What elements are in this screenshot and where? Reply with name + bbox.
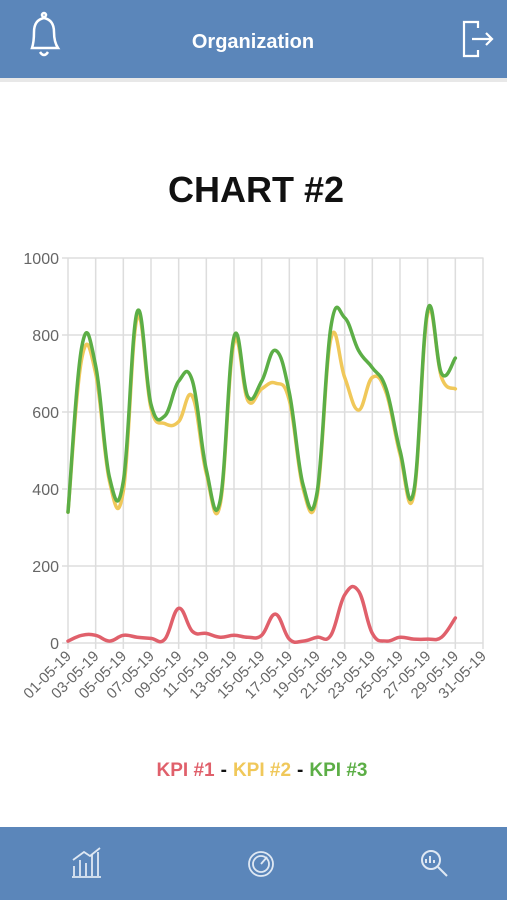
stats-tab[interactable] xyxy=(72,847,101,878)
series-line xyxy=(66,304,458,514)
legend-entry: KPI #2 xyxy=(233,760,291,781)
y-tick-label: 0 xyxy=(50,636,59,653)
legend-separator: - xyxy=(221,760,227,781)
y-tick-label: 600 xyxy=(32,405,59,422)
y-tick-label: 200 xyxy=(32,559,59,576)
chart-title: CHART #2 xyxy=(168,169,344,210)
logout-icon[interactable] xyxy=(462,20,494,58)
legend-entry: KPI #1 xyxy=(157,760,216,781)
dashboard-tab[interactable] xyxy=(248,851,274,877)
bell-icon[interactable] xyxy=(30,11,61,57)
y-tick-label: 400 xyxy=(32,482,59,499)
search-tab[interactable] xyxy=(421,850,448,877)
legend-entry: KPI #3 xyxy=(309,760,367,781)
y-tick-label: 1000 xyxy=(23,251,59,268)
y-tick-label: 800 xyxy=(32,328,59,345)
header-title: Organization xyxy=(192,31,314,53)
header-bar xyxy=(0,0,507,78)
header-shadow xyxy=(0,78,507,82)
legend-separator: - xyxy=(297,760,303,781)
plot-border xyxy=(67,257,484,644)
series-line xyxy=(66,584,458,645)
legend: KPI #1- KPI #2- KPI #3 xyxy=(157,760,368,781)
